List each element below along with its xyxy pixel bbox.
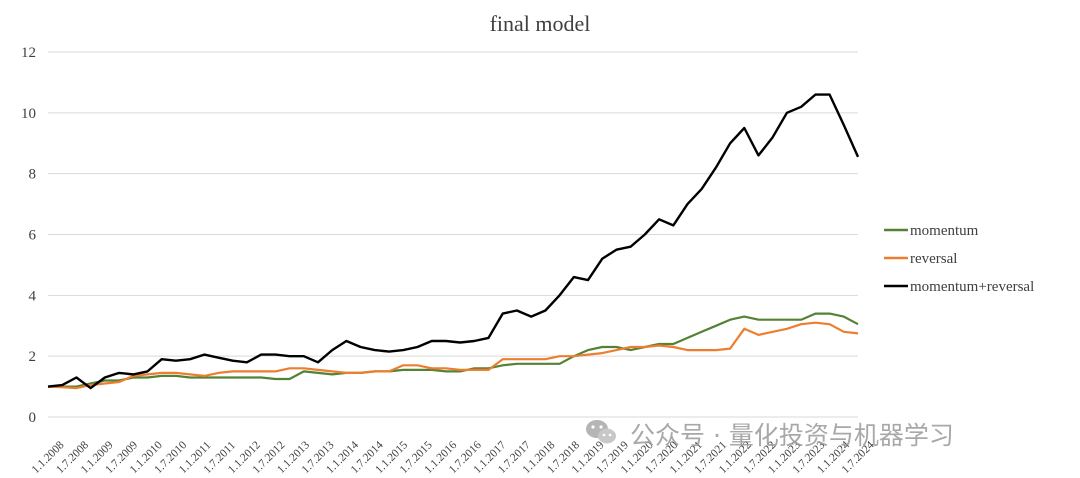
y-tick-label: 10 bbox=[21, 106, 36, 122]
chart-title: final model bbox=[490, 11, 591, 36]
y-tick-label: 8 bbox=[29, 167, 37, 183]
y-axis-ticks: 0 2 4 6 8 10 12 bbox=[21, 45, 37, 426]
legend-label: reversal bbox=[910, 251, 957, 267]
wechat-icon bbox=[586, 420, 616, 444]
watermark-text: 公众号 · 量化投资与机器学习 bbox=[630, 421, 954, 450]
legend: momentum reversal momentum+reversal bbox=[884, 223, 1034, 295]
y-tick-label: 6 bbox=[29, 228, 37, 244]
series-lines bbox=[47, 93, 860, 390]
grid-lines bbox=[48, 51, 858, 418]
watermark: 公众号 · 量化投资与机器学习 bbox=[586, 420, 954, 450]
y-tick-label: 2 bbox=[29, 349, 37, 365]
series-line-momentum bbox=[48, 312, 859, 388]
y-tick-label: 4 bbox=[29, 288, 37, 304]
legend-label: momentum+reversal bbox=[910, 279, 1034, 295]
y-tick-label: 0 bbox=[29, 410, 37, 426]
series-line-momentum-reversal bbox=[47, 93, 860, 390]
series-line-reversal bbox=[47, 321, 859, 390]
y-tick-label: 12 bbox=[21, 45, 36, 61]
legend-label: momentum bbox=[910, 223, 979, 239]
